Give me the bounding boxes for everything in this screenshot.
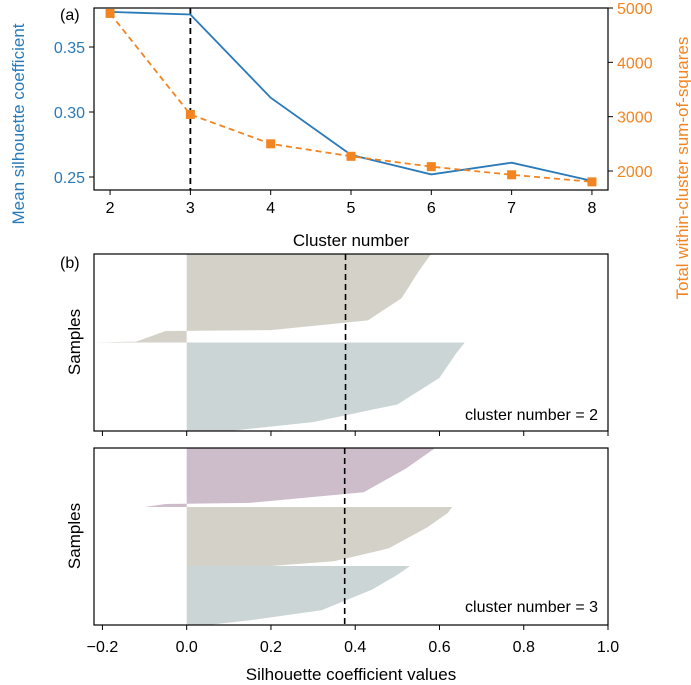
x-tick-label: 1.0 [597, 639, 619, 656]
right-y-tick-label: 2000 [617, 164, 653, 181]
x-tick-label: 0.0 [176, 639, 198, 656]
wss-marker [426, 162, 436, 172]
wss-marker [507, 170, 517, 180]
wss-marker [266, 139, 276, 149]
x-tick-label: 6 [427, 200, 436, 217]
x-tick-label: 2 [106, 200, 115, 217]
x-tick-label: 3 [186, 200, 195, 217]
wss-marker [185, 109, 195, 119]
x-tick-label: 4 [266, 200, 275, 217]
subplot-cluster-2-frame [93, 253, 609, 432]
panel-a-left-y-ticks: 0.25 0.30 0.35 [54, 40, 94, 187]
cluster-silhouette-fill [186, 507, 453, 566]
cluster-3-annotation: cluster number = 3 [465, 599, 598, 616]
x-tick-label: 5 [347, 200, 356, 217]
left-y-tick-label: 0.25 [54, 170, 85, 187]
right-y-tick-label: 3000 [617, 110, 653, 127]
cluster-2-annotation: cluster number = 2 [465, 407, 598, 424]
panel-a-left-y-label: Mean silhouette coefficient [9, 23, 28, 224]
panel-label-b: (b) [60, 255, 80, 272]
subplot-cluster-3-frame [93, 447, 609, 626]
panel-a: 2 3 4 5 6 7 8 0.25 0.30 0.35 2000 3000 4000 5000 (a… [9, 1, 691, 299]
panel-a-right-y-label: Total within-cluster sum-of-squares [673, 37, 691, 300]
x-tick-label: 0.4 [344, 639, 366, 656]
panel-label-a: (a) [60, 7, 80, 24]
cluster-silhouette-fill [144, 448, 436, 507]
panel-a-x-label: Cluster number [293, 231, 410, 250]
wss-marker [105, 8, 115, 18]
x-tick-label: 8 [587, 200, 596, 217]
subplot-cluster-3-y-label: Samples [65, 503, 84, 569]
panel-b-x-label: Silhouette coefficient values [246, 665, 456, 684]
cluster-silhouette-fill [186, 342, 465, 431]
wss-marker [346, 151, 356, 161]
x-tick-label: −0.2 [87, 639, 119, 656]
cluster-silhouette-fill [94, 254, 432, 343]
right-y-tick-label: 5000 [617, 1, 653, 18]
subplot-cluster-3-x-ticks: −0.2 0.0 0.2 0.4 0.6 0.8 1.0 [87, 625, 619, 656]
panel-b: (b) cluster number = 2 Samples −0.2 0.0 0.… [60, 253, 619, 684]
cluster-2-silhouettes [94, 254, 465, 431]
subplot-cluster-2-y-label: Samples [65, 309, 84, 375]
cluster-3-silhouettes [144, 448, 453, 625]
panel-a-x-ticks: 2 3 4 5 6 7 8 [106, 190, 596, 217]
subplot-cluster-2: cluster number = 2 Samples [65, 253, 609, 436]
x-tick-label: 0.6 [428, 639, 450, 656]
panel-a-frame [93, 7, 609, 191]
left-y-tick-label: 0.35 [54, 40, 85, 57]
subplot-cluster-2-x-ticks [101, 431, 609, 436]
subplot-cluster-3: −0.2 0.0 0.2 0.4 0.6 0.8 1.0 cluster number = … [65, 447, 619, 656]
x-tick-label: 0.2 [260, 639, 282, 656]
x-tick-label: 7 [507, 200, 516, 217]
x-tick-label: 0.8 [513, 639, 535, 656]
panel-a-right-y-ticks: 2000 3000 4000 5000 [608, 1, 653, 181]
wss-series [105, 8, 597, 187]
right-y-tick-label: 4000 [617, 55, 653, 72]
cluster-silhouette-fill [186, 566, 410, 625]
left-y-tick-label: 0.30 [54, 105, 85, 122]
wss-marker [587, 177, 597, 187]
